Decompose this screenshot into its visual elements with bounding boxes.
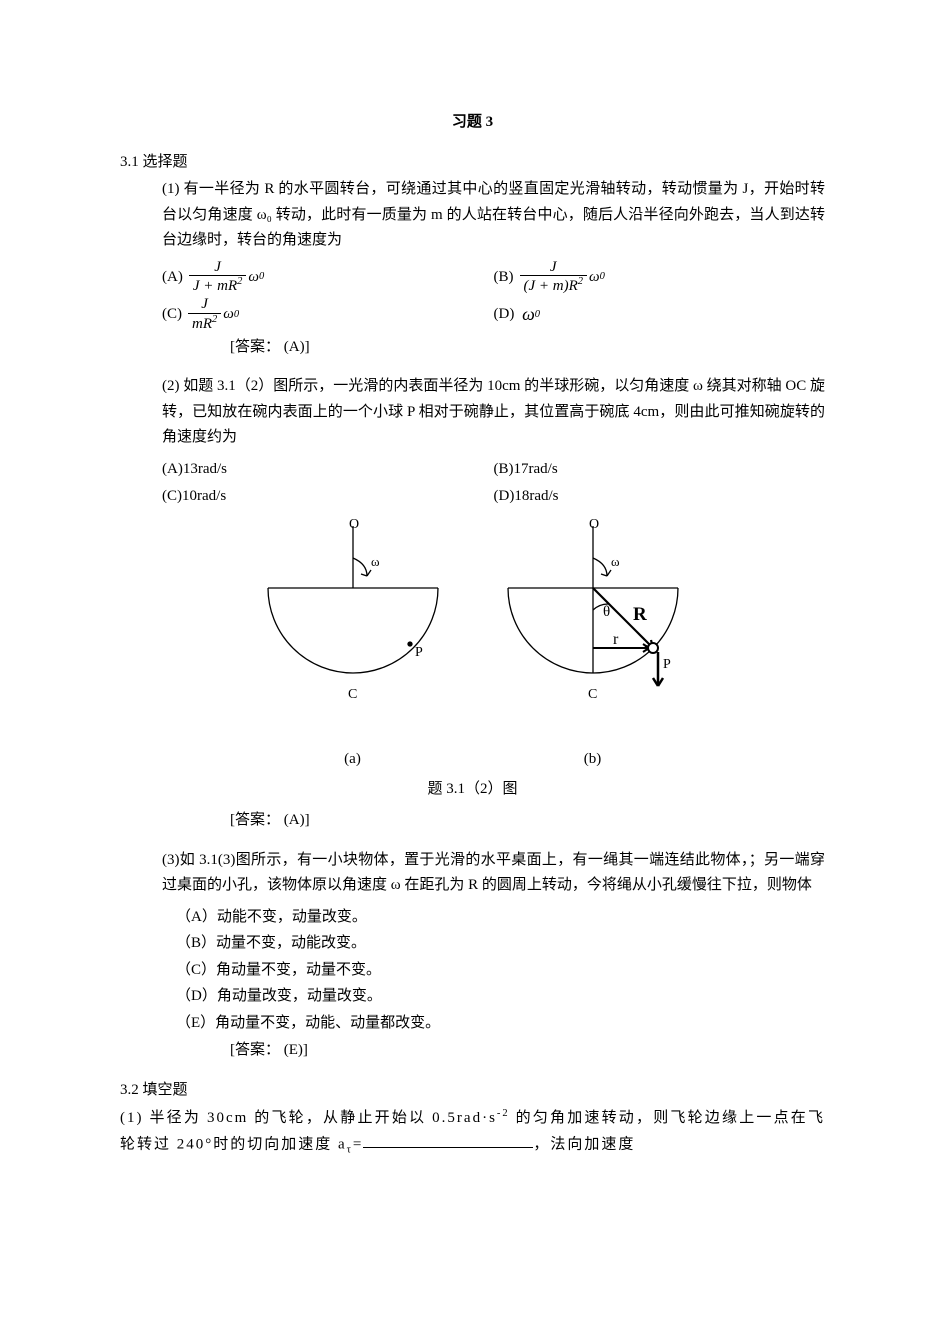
option-B: (B) J (J + m)R2 ω0 xyxy=(494,260,826,296)
option-3B: （B）动量不变，动能改变。 xyxy=(176,931,825,957)
problem-3-1-3-text: (3)如 3.1(3)图所示，有一小块物体，置于光滑的水平桌面上，有一绳其一端连… xyxy=(162,848,825,899)
figure-3-1-2: O ω P C (a) xyxy=(120,518,825,773)
option-3A: （A）动能不变，动量改变。 xyxy=(176,905,825,931)
fig-a-omega: ω xyxy=(371,554,380,569)
option-B-fraction: J (J + m)R2 xyxy=(520,260,588,296)
option-C: (C) J mR2 ω0 xyxy=(162,297,494,333)
problem-3-1-2-options-row1: (A)13rad/s (B)17rad/s xyxy=(162,457,825,483)
option-B-den-base: (J + m)R xyxy=(524,278,578,294)
option-A-fraction: J J + mR2 xyxy=(189,260,247,296)
figure-b-svg: O ω θ R r P C xyxy=(493,518,693,738)
page-title: 习题 3 xyxy=(120,110,825,136)
fig-a-O: O xyxy=(349,518,359,532)
fig-a-label: (a) xyxy=(253,747,453,773)
option-C-den-base: mR xyxy=(192,316,212,332)
p321-c: = xyxy=(353,1136,363,1152)
option-A-den-base: J + mR xyxy=(193,278,237,294)
fig-b-theta: θ xyxy=(603,604,610,620)
option-C-label: (C) xyxy=(162,302,182,328)
option-B-den-sup: 2 xyxy=(578,276,583,287)
figure-panel-b: O ω θ R r P C (b) xyxy=(493,518,693,773)
figure-a-svg: O ω P C xyxy=(253,518,453,738)
option-B-sub: 0 xyxy=(600,268,605,286)
p321-d: ，法向加速度 xyxy=(533,1136,635,1152)
problem-3-2-1: (1) 半径为 30cm 的飞轮，从静止开始以 0.5rad·s-2 的匀角加速… xyxy=(120,1105,825,1159)
option-B-label: (B) xyxy=(494,265,514,291)
option-3E: （E）角动量不变，动能、动量都改变。 xyxy=(176,1011,825,1037)
option-C-den-sup: 2 xyxy=(212,314,217,325)
option-A-omega: ω xyxy=(248,265,259,291)
problem-3-1-1-options-row2: (C) J mR2 ω0 (D) ω0 xyxy=(162,297,825,333)
problem-3-1-3-answer: [答案： (E)] xyxy=(230,1038,825,1064)
problem-3-1-1-options-row1: (A) J J + mR2 ω0 (B) J (J + m)R2 ω0 xyxy=(162,260,825,296)
fig-a-C: C xyxy=(348,687,357,702)
problem-3-1-1-answer: [答案： (A)] xyxy=(230,335,825,361)
fig-b-r: r xyxy=(613,631,619,648)
option-D: (D) ω0 xyxy=(494,299,826,330)
section-3-1-head: 3.1 选择题 xyxy=(120,150,825,176)
option-A-den-sup: 2 xyxy=(237,276,242,287)
problem-3-1-2-text: (2) 如题 3.1（2）图所示，一光滑的内表面半径为 10cm 的半球形碗，以… xyxy=(162,374,825,451)
option-D-sub: 0 xyxy=(535,306,540,324)
option-A-den: J + mR2 xyxy=(189,276,247,295)
option-D-label: (D) xyxy=(494,302,515,328)
option-C-sub: 0 xyxy=(234,306,239,324)
fig-b-P: P xyxy=(663,657,671,672)
option-A: (A) J J + mR2 ω0 xyxy=(162,260,494,296)
figure-3-1-2-caption: 题 3.1（2）图 xyxy=(120,777,825,803)
option-A-label: (A) xyxy=(162,265,183,291)
problem-3-1-2-answer: [答案： (A)] xyxy=(230,808,825,834)
fig-b-O: O xyxy=(589,518,599,532)
p321-exp: -2 xyxy=(497,1108,510,1119)
option-2D: (D)18rad/s xyxy=(494,484,826,510)
figure-panel-a: O ω P C (a) xyxy=(253,518,453,773)
option-C-fraction: J mR2 xyxy=(188,297,221,333)
option-2C: (C)10rad/s xyxy=(162,484,494,510)
option-A-num: J xyxy=(189,260,247,277)
option-C-den: mR2 xyxy=(188,314,221,333)
fig-a-P: P xyxy=(415,645,423,660)
fig-b-R: R xyxy=(633,604,647,625)
option-3D: （D）角动量改变，动量改变。 xyxy=(176,984,825,1010)
option-B-num: J xyxy=(520,260,588,277)
option-B-den: (J + m)R2 xyxy=(520,276,588,295)
blank-at xyxy=(363,1132,533,1149)
problem-3-1-2-options-row2: (C)10rad/s (D)18rad/s xyxy=(162,484,825,510)
fig-b-C: C xyxy=(588,687,597,702)
problem-3-1-1-text: (1) 有一半径为 R 的水平圆转台，可绕通过其中心的竖直固定光滑轴转动，转动惯… xyxy=(162,177,825,254)
p321-a: (1) 半径为 30cm 的飞轮，从静止开始以 0.5rad·s xyxy=(120,1110,497,1126)
option-B-omega: ω xyxy=(589,265,600,291)
option-3C: （C）角动量不变，动量不变。 xyxy=(176,958,825,984)
option-2A: (A)13rad/s xyxy=(162,457,494,483)
fig-b-omega: ω xyxy=(611,554,620,569)
option-D-omega: ω xyxy=(522,299,535,330)
option-A-sub: 0 xyxy=(259,268,264,286)
fig-b-label: (b) xyxy=(493,747,693,773)
option-C-omega: ω xyxy=(223,302,234,328)
option-2B: (B)17rad/s xyxy=(494,457,826,483)
section-3-2-head: 3.2 填空题 xyxy=(120,1078,825,1104)
option-C-num: J xyxy=(188,297,221,314)
